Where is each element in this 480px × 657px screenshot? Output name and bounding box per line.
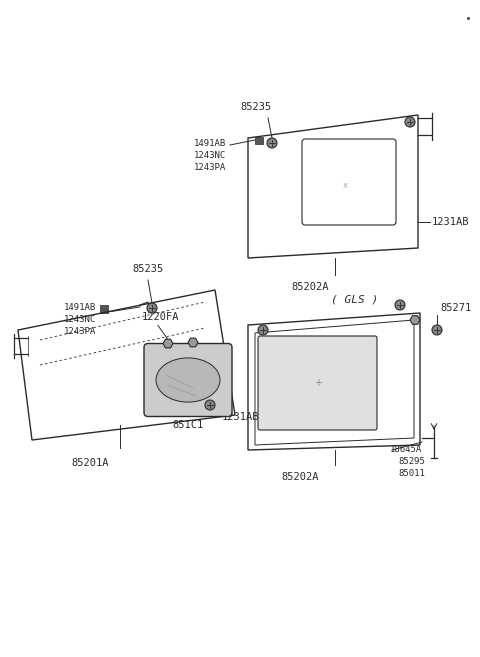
- Text: 1243PA: 1243PA: [64, 327, 96, 336]
- Bar: [100, 305, 108, 313]
- Circle shape: [205, 400, 215, 410]
- Text: 85235: 85235: [240, 102, 272, 112]
- Text: 85201A: 85201A: [71, 458, 109, 468]
- Text: 85271: 85271: [440, 303, 471, 313]
- Text: 1491AB: 1491AB: [194, 139, 226, 148]
- Text: 18645A: 18645A: [390, 445, 422, 455]
- FancyBboxPatch shape: [258, 336, 377, 430]
- Text: 85202A: 85202A: [281, 472, 319, 482]
- Text: 1243NC: 1243NC: [64, 315, 96, 325]
- FancyBboxPatch shape: [144, 344, 232, 417]
- Text: 85011: 85011: [398, 470, 425, 478]
- Text: 85202A: 85202A: [291, 282, 329, 292]
- Circle shape: [258, 325, 268, 335]
- Circle shape: [405, 117, 415, 127]
- Text: 1220FA: 1220FA: [141, 311, 179, 321]
- Polygon shape: [410, 315, 420, 325]
- Text: 1491AB: 1491AB: [64, 304, 96, 313]
- Text: 1231AB: 1231AB: [432, 217, 469, 227]
- Text: 851C1: 851C1: [172, 420, 204, 430]
- Text: x: x: [343, 181, 348, 189]
- Text: 1243PA: 1243PA: [194, 162, 226, 171]
- Circle shape: [147, 303, 157, 313]
- Polygon shape: [163, 339, 173, 348]
- Ellipse shape: [156, 358, 220, 402]
- Bar: [255, 137, 263, 144]
- Text: +: +: [314, 378, 322, 388]
- Text: 1231AB: 1231AB: [222, 412, 260, 422]
- Circle shape: [432, 325, 442, 335]
- Circle shape: [395, 300, 405, 310]
- Text: 85295: 85295: [398, 457, 425, 466]
- Circle shape: [267, 138, 277, 148]
- Text: ( GLS ): ( GLS ): [331, 295, 379, 305]
- Polygon shape: [188, 338, 198, 347]
- Text: 85235: 85235: [132, 264, 164, 274]
- Text: 1243NC: 1243NC: [194, 150, 226, 160]
